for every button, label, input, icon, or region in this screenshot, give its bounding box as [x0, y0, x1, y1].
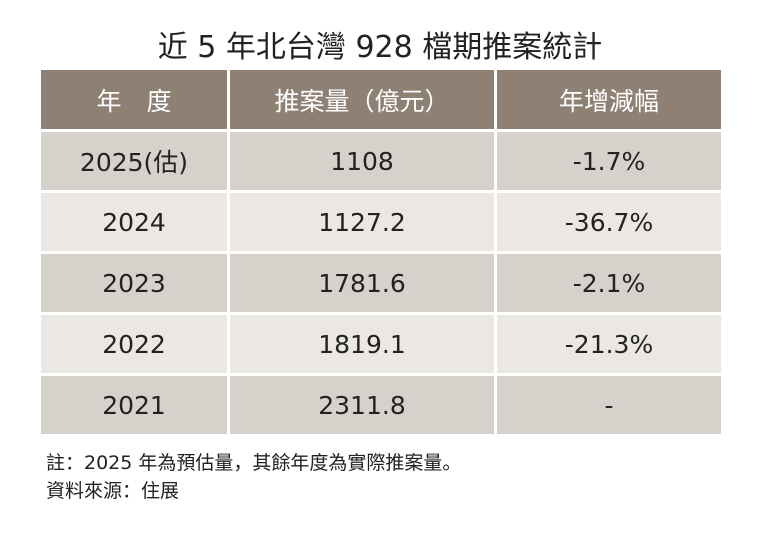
table-cell: 1819.1 — [230, 315, 494, 373]
table-cell: 1781.6 — [230, 254, 494, 312]
column-header: 年 度 — [41, 70, 227, 129]
table-cell: 2021 — [41, 376, 227, 434]
column-header: 年增減幅 — [497, 70, 721, 129]
table-cell: -2.1% — [497, 254, 721, 312]
table-cell: 2024 — [41, 193, 227, 251]
table-cell: 2311.8 — [230, 376, 494, 434]
source: 資料來源：住展 — [46, 480, 180, 502]
table-cell: 2023 — [41, 254, 227, 312]
table-cell: 2022 — [41, 315, 227, 373]
title: 近 5 年北台灣 928 檔期推案統計 — [157, 30, 603, 65]
column-header: 推案量（億元） — [230, 70, 494, 129]
table-cell: - — [497, 376, 721, 434]
table-cell: 2025(估) — [41, 132, 227, 190]
table: 年 度推案量（億元） 年增減幅 2025(估) 1108 -1.7% 2024 1127.2… — [41, 70, 721, 434]
table-cell: 1108 — [230, 132, 494, 190]
table-cell: -1.7% — [497, 132, 721, 190]
table-cell: 1127.2 — [230, 193, 494, 251]
table-cell: -36.7% — [497, 193, 721, 251]
table-cell: -21.3% — [497, 315, 721, 373]
note: 註：2025 年為預估量，其餘年度為實際推案量。 — [46, 452, 462, 474]
